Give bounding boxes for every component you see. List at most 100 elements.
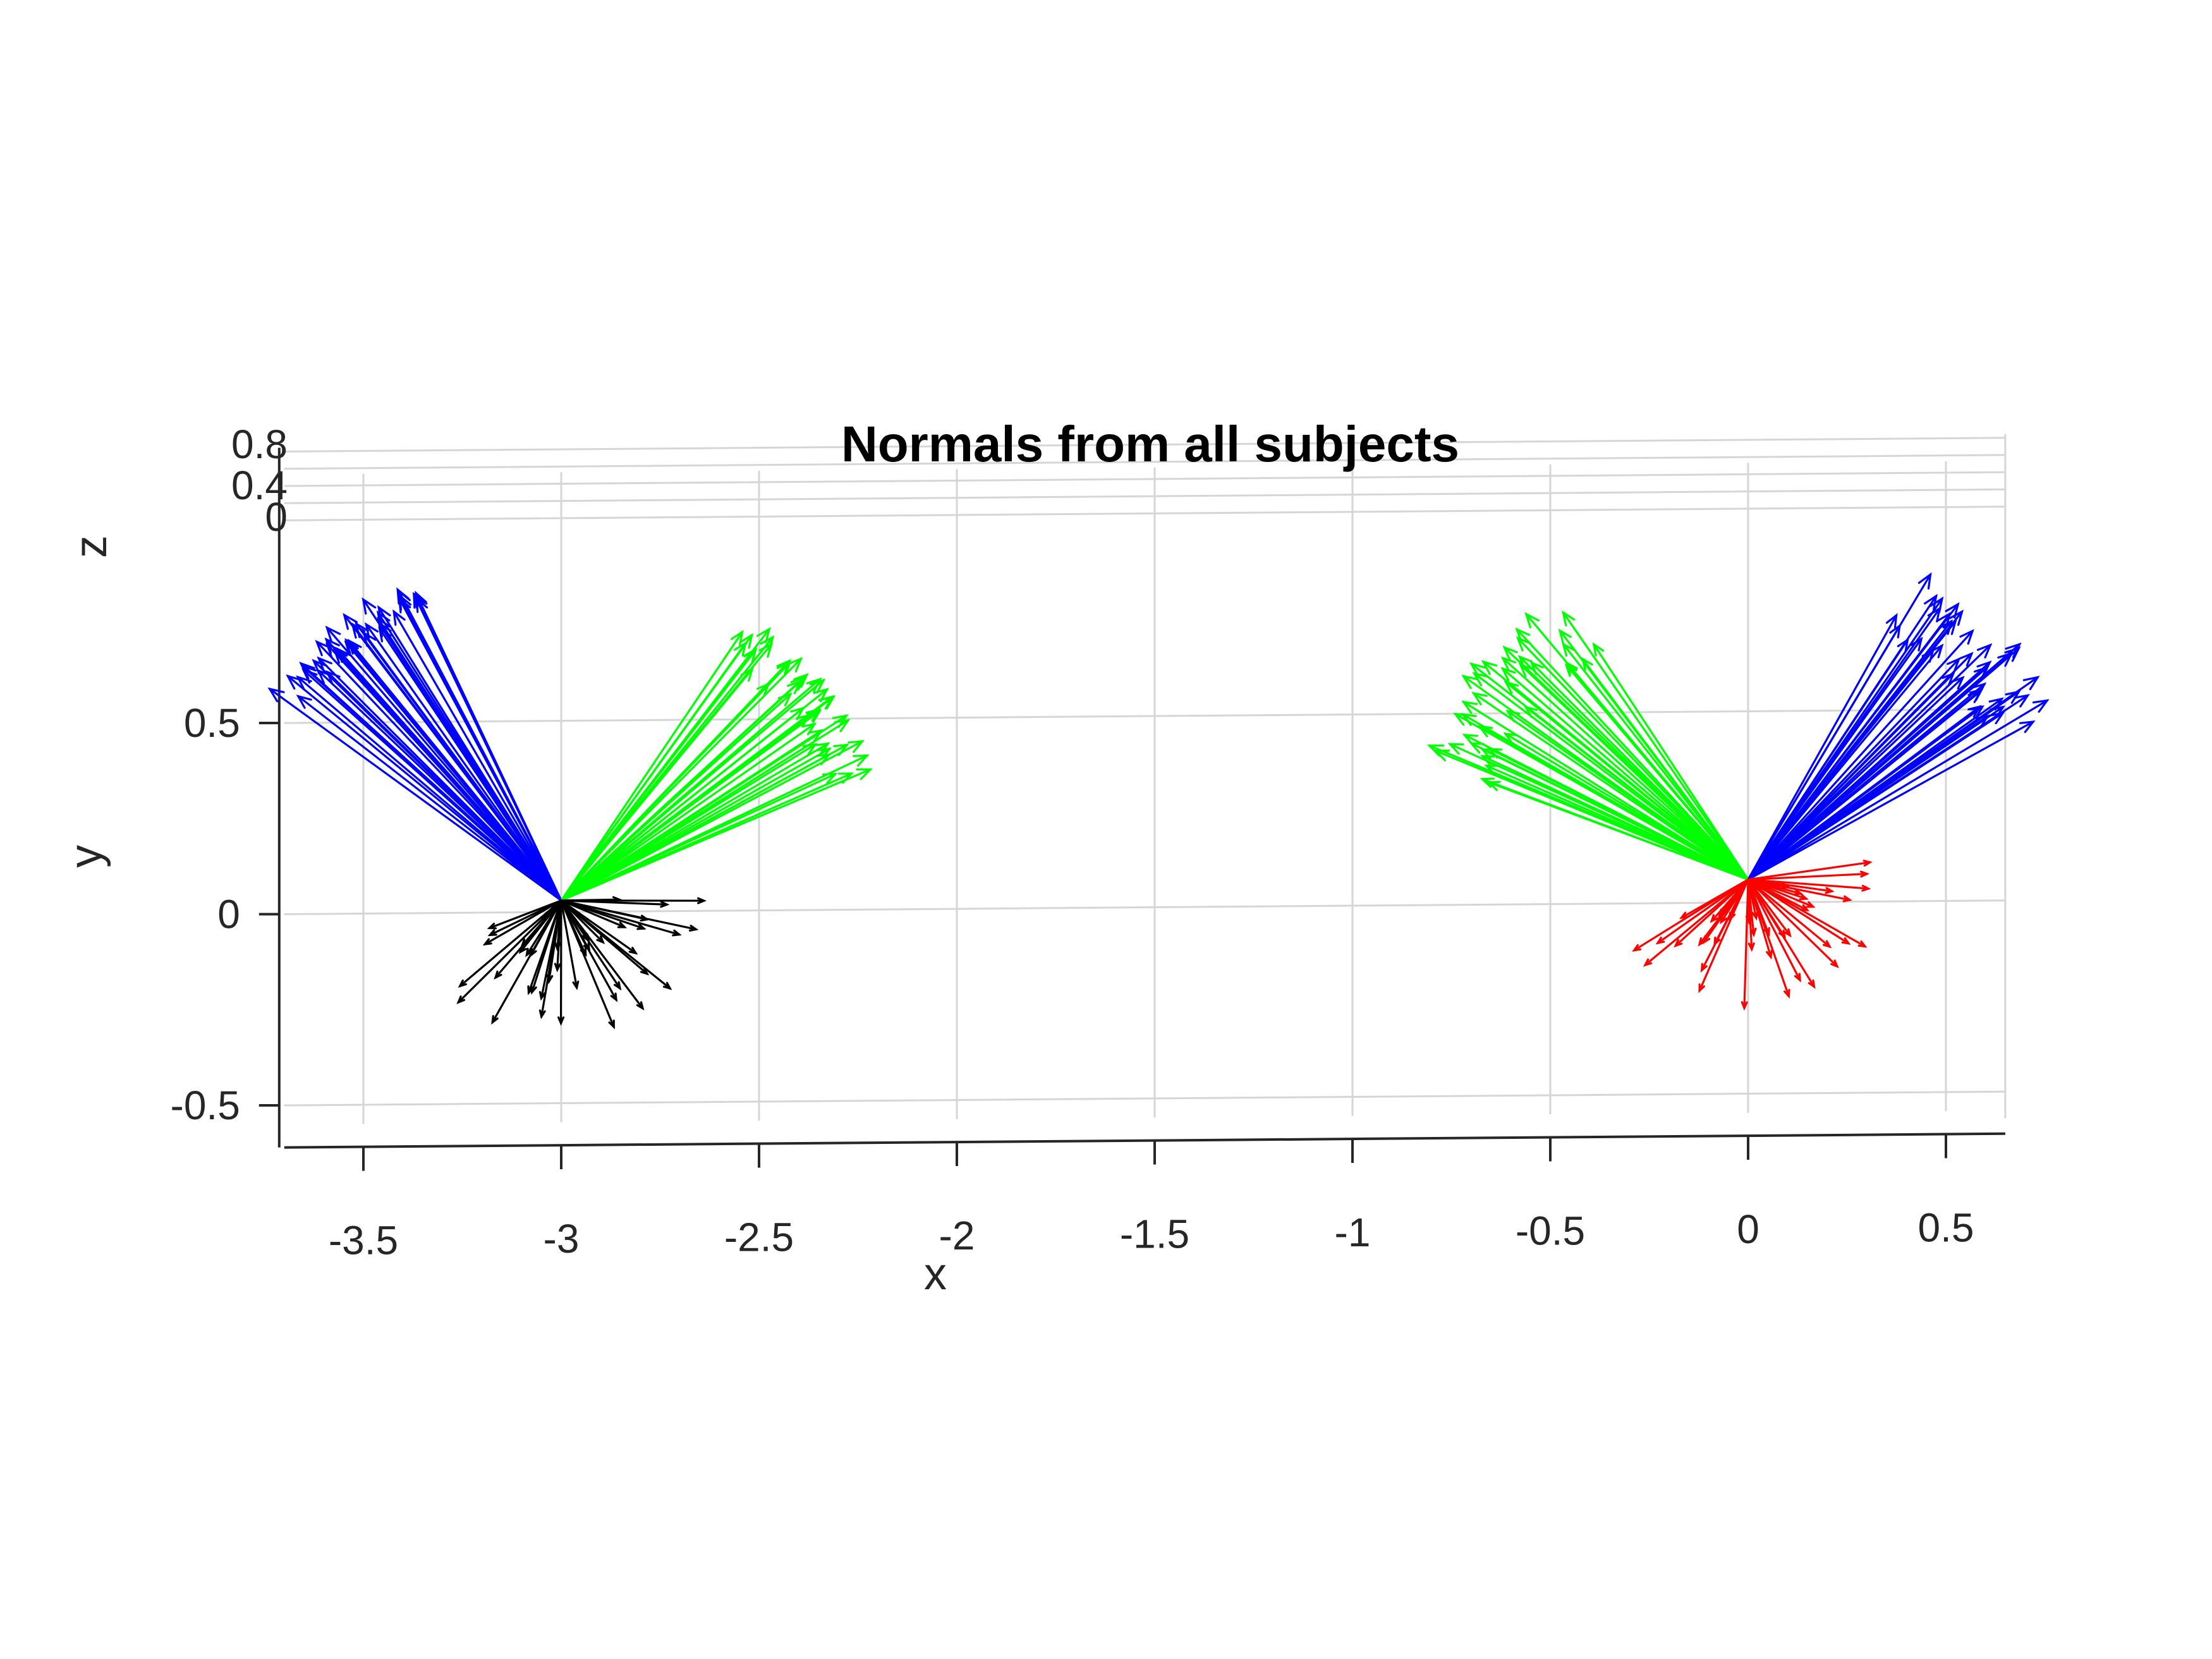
normal-arrow	[1524, 612, 1749, 881]
normal-arrow	[560, 899, 650, 976]
normal-arrow	[1747, 878, 1757, 938]
normal-arrow	[560, 899, 699, 932]
normal-arrow	[1592, 642, 1749, 881]
normal-arrow	[1747, 629, 1974, 881]
grid-line-y	[284, 899, 2005, 916]
normal-arrow	[1655, 878, 1749, 945]
normal-arrow	[1747, 682, 1987, 881]
normal-arrow	[560, 729, 824, 902]
normal-arrow	[1747, 643, 1944, 881]
y-axis-label: y	[61, 845, 111, 868]
z-tick-label: 0	[265, 494, 288, 540]
normal-arrow	[1632, 878, 1749, 952]
normal-arrow	[494, 899, 562, 980]
normal-arrow	[1486, 781, 1749, 881]
normal-arrow	[1747, 697, 2004, 881]
normal-arrow	[1500, 656, 1749, 881]
normal-arrow	[1747, 642, 2022, 881]
normal-arrow	[362, 631, 562, 902]
normal-arrow	[1747, 694, 2030, 881]
x-tick-label: -2	[939, 1213, 975, 1258]
normal-arrow	[560, 773, 838, 902]
normal-arrow	[267, 687, 562, 902]
normal-arrow	[336, 647, 562, 902]
x-tick-label: -1	[1335, 1210, 1371, 1255]
normal-arrow	[560, 629, 744, 902]
normal-arrow	[1747, 878, 1809, 901]
grid-line-z	[284, 488, 2005, 504]
normal-arrow	[1747, 878, 1816, 989]
grid-line-y	[284, 708, 2005, 724]
normal-arrow	[560, 641, 774, 902]
normal-arrow	[347, 638, 562, 902]
normal-arrow	[1562, 610, 1749, 881]
grid-line-z	[284, 471, 2005, 487]
normal-arrow	[560, 899, 589, 942]
normal-arrow	[1529, 660, 1749, 881]
normal-arrow	[560, 743, 818, 902]
normal-arrow	[1747, 652, 1974, 881]
normal-arrow	[1747, 699, 2050, 881]
grid-lines	[284, 434, 2007, 1124]
normal-arrow	[1747, 676, 1965, 881]
normal-arrow	[1747, 878, 1839, 968]
normal-arrow	[456, 899, 562, 1004]
x-tick-label: 0	[1737, 1206, 1759, 1252]
x-tick-label: -3.5	[329, 1218, 398, 1263]
normal-arrow	[560, 678, 826, 902]
normal-arrow	[1581, 657, 1749, 881]
normal-arrow	[530, 899, 562, 995]
normal-arrow	[1561, 641, 1749, 881]
normal-arrow	[560, 899, 628, 928]
x-tick-label: 0.5	[1918, 1205, 1974, 1251]
z-tick-label: 0.8	[231, 422, 288, 467]
normal-arrow	[1515, 627, 1749, 881]
normal-arrow	[1747, 870, 1870, 881]
quiver-arrows	[267, 572, 2050, 1030]
normal-arrow	[560, 899, 638, 955]
normal-arrow	[538, 899, 562, 1019]
normal-arrow	[560, 722, 817, 902]
normal-arrow	[299, 661, 562, 902]
x-axis-label: x	[924, 1249, 947, 1299]
x-tick-label: -0.5	[1516, 1208, 1585, 1254]
x-tick-label: -3	[544, 1216, 580, 1261]
normal-arrow	[1504, 680, 1749, 881]
normal-arrow	[1500, 667, 1749, 881]
normal-arrow	[1747, 878, 1832, 949]
normal-arrow	[1747, 878, 1871, 892]
normal-arrow	[1747, 613, 1898, 881]
normal-arrow	[413, 592, 562, 902]
normal-arrow	[1698, 878, 1749, 994]
x-tick-label: -1.5	[1120, 1212, 1189, 1257]
normal-arrow	[1747, 705, 1982, 881]
normal-arrow	[1747, 860, 1873, 881]
normal-arrow	[1741, 878, 1749, 1011]
z-tick-label: 0.4	[231, 463, 288, 508]
normal-arrow	[560, 899, 647, 930]
normal-arrow	[1747, 878, 1791, 890]
axes	[258, 447, 2005, 1171]
normal-arrow	[560, 695, 836, 902]
normal-arrow	[560, 648, 757, 902]
normal-arrow	[1747, 611, 1952, 881]
normal-arrow	[396, 587, 562, 902]
z-axis-label: z	[66, 535, 116, 558]
y-tick-label: -0.5	[171, 1083, 240, 1128]
normal-arrow	[482, 899, 562, 946]
normal-arrow	[1472, 671, 1749, 881]
normal-arrow	[1518, 662, 1749, 881]
normal-arrow	[296, 695, 562, 902]
normal-arrow	[560, 899, 645, 1011]
normal-arrow	[1747, 878, 1801, 983]
normal-arrow	[312, 659, 562, 902]
normal-arrow	[1747, 596, 1944, 881]
normal-arrow	[560, 772, 854, 902]
normal-arrow	[1747, 878, 1790, 999]
tick-labels: -3.5 -3 -2.5 -2 -1.5 -1 -0.5 0 0.5-0.500.500.40.…	[171, 422, 1974, 1263]
normal-arrow	[487, 899, 562, 930]
normal-arrow	[560, 672, 809, 902]
normal-arrow	[1643, 878, 1749, 967]
normal-arrow	[458, 899, 562, 988]
